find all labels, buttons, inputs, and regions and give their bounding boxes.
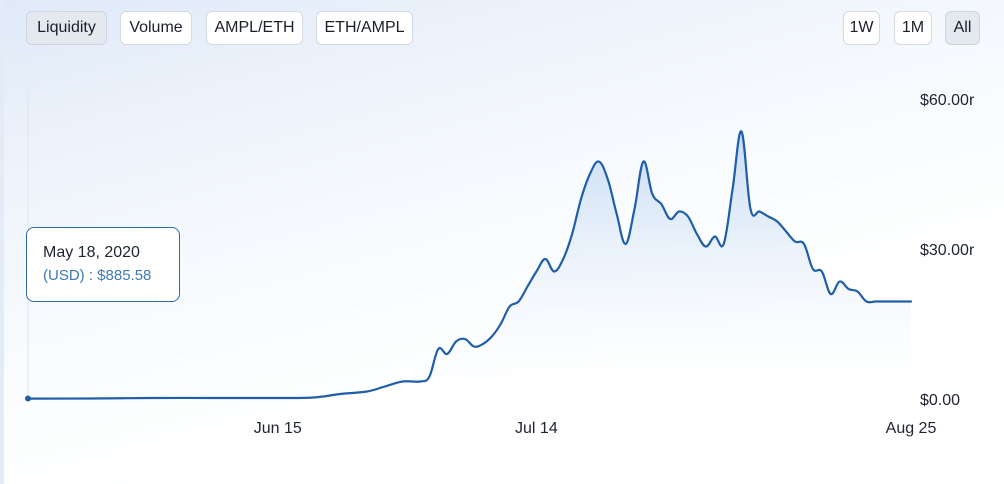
tooltip-date: May 18, 2020	[43, 244, 140, 261]
x-tick-label: Jun 15	[254, 420, 302, 437]
left-edge-strip	[0, 0, 4, 484]
tab-liquidity[interactable]: Liquidity	[26, 11, 107, 45]
liquidity-series-line	[26, 130, 913, 400]
y-tick-label: $0.00	[920, 392, 960, 409]
range-1m-button[interactable]: 1M	[894, 11, 932, 45]
tab-eth-ampl[interactable]: ETH/AMPL	[316, 11, 413, 45]
start-data-point	[25, 395, 31, 402]
y-tick-label: $60.00r	[920, 92, 975, 109]
tab-volume[interactable]: Volume	[120, 11, 192, 45]
data-tooltip: May 18, 2020 (USD) : $885.58	[26, 227, 180, 302]
tab-ampl-eth[interactable]: AMPL/ETH	[206, 11, 303, 45]
x-tick-label: Jul 14	[515, 420, 558, 437]
x-tick-label: Aug 25	[886, 420, 937, 437]
liquidity-area-fill	[28, 131, 911, 399]
range-all-button[interactable]: All	[945, 11, 980, 45]
range-1w-button[interactable]: 1W	[843, 11, 880, 45]
tooltip-value: (USD) : $885.58	[43, 267, 152, 284]
y-tick-label: $30.00r	[920, 242, 975, 259]
